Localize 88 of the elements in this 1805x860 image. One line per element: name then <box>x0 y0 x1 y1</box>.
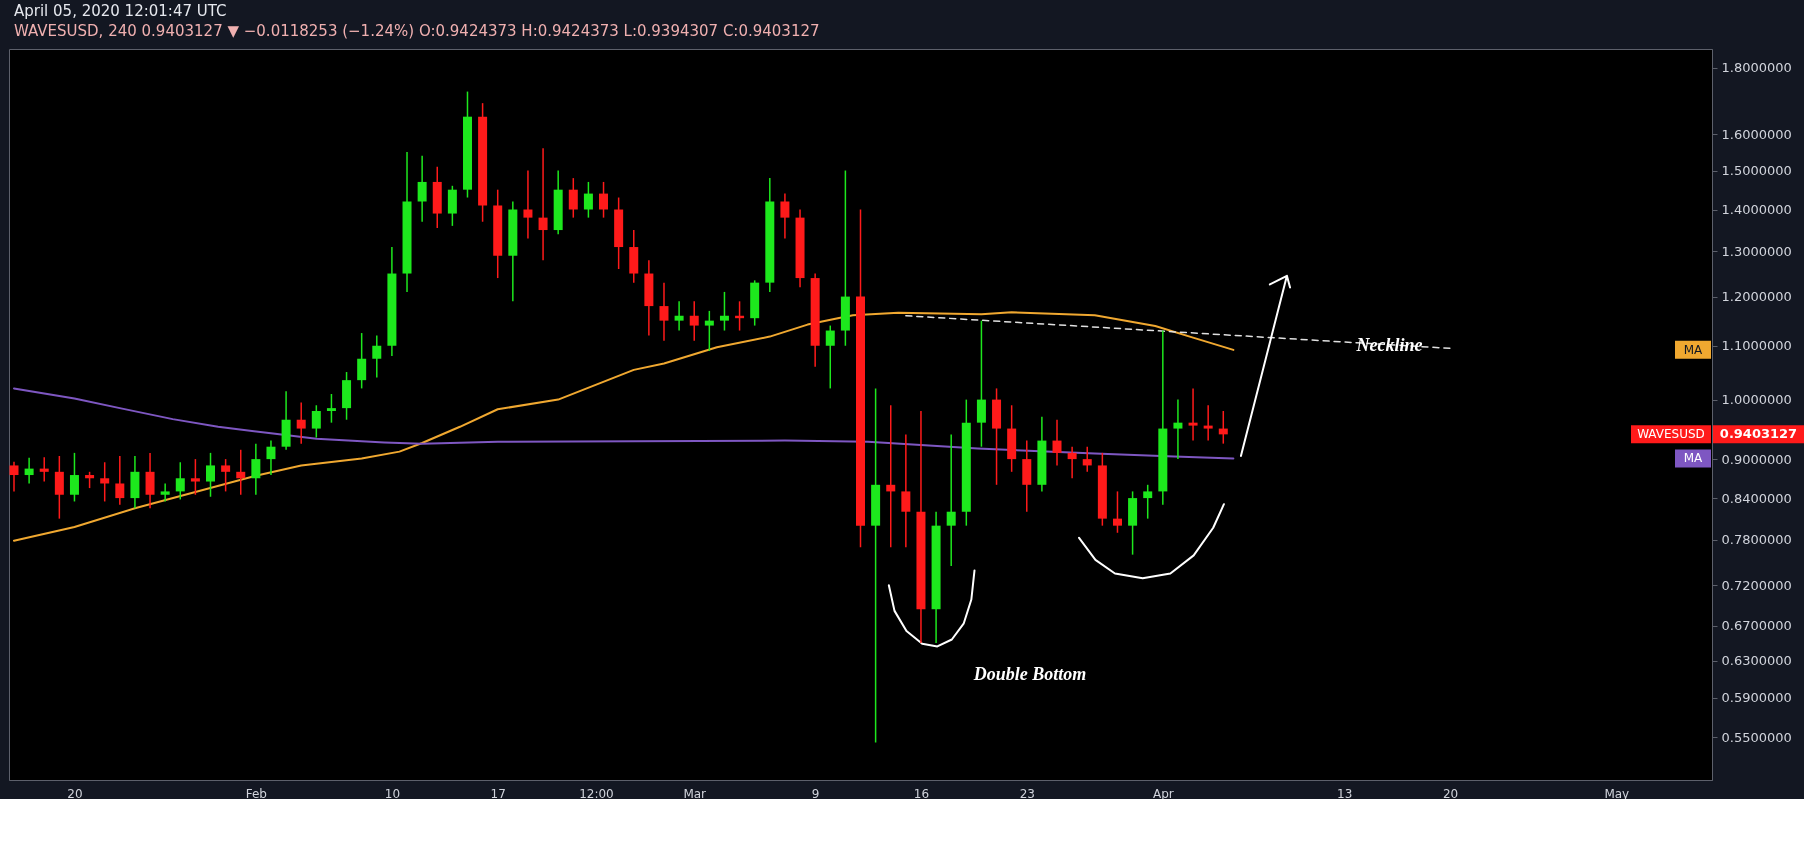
candlestick <box>583 181 593 219</box>
candlestick <box>115 455 125 506</box>
candlestick <box>871 387 881 744</box>
candlestick <box>1143 484 1153 520</box>
candlestick <box>568 177 578 219</box>
candlestick <box>825 324 835 390</box>
candlestick <box>1203 404 1213 442</box>
text: 0.9403127 <box>1719 426 1798 442</box>
candlestick <box>719 291 729 332</box>
y-tick-label: 0.8400000 <box>1721 490 1792 506</box>
chart-subtitle: WAVESUSD, 240 0.9403127 ▼ −0.0118253 (−1.24%) O:0.9424373 H:0.9424373 L:0.9394307 C:0.9403127 <box>14 22 820 40</box>
candlestick <box>39 456 49 483</box>
candlestick <box>704 310 714 352</box>
annotation: Double Bottom <box>972 664 1087 684</box>
y-tick-label: 0.5500000 <box>1721 729 1792 745</box>
x-tick-label: 23 <box>1019 786 1035 801</box>
x-tick-label: 20 <box>1442 786 1459 801</box>
x-tick-label: Mar <box>683 786 707 801</box>
x-tick-label: 9 <box>811 786 820 801</box>
candlestick <box>100 461 110 503</box>
y-tick-label: 0.7200000 <box>1721 577 1792 593</box>
candlestick <box>1052 418 1062 467</box>
candlestick <box>599 181 609 219</box>
y-tick-label: 0.5900000 <box>1721 690 1792 706</box>
y-tick-label: 1.5000000 <box>1721 163 1792 179</box>
y-tick-label: 0.6300000 <box>1721 653 1792 669</box>
candlestick <box>9 460 19 493</box>
x-tick-label: 12:00 <box>579 786 614 801</box>
y-tick-label: 1.3000000 <box>1721 243 1792 259</box>
candlestick <box>221 458 231 493</box>
x-tick-label: Feb <box>245 786 267 801</box>
candlestick <box>266 439 276 476</box>
candlestick <box>296 401 306 445</box>
candlestick <box>24 457 34 485</box>
candlestick <box>54 455 64 520</box>
y-tick-label: 1.1000000 <box>1721 338 1792 354</box>
candlestick <box>145 452 155 510</box>
candlestick <box>523 169 533 240</box>
candlestick <box>976 319 986 448</box>
chart-title: April 05, 2020 12:01:47 UTC <box>14 2 227 20</box>
candlestick <box>674 300 684 332</box>
candlestick <box>1188 387 1198 442</box>
line-series <box>887 569 976 648</box>
candlestick <box>236 449 246 496</box>
candlestick <box>689 300 699 342</box>
x-tick-label: 10 <box>384 786 401 801</box>
candlestick <box>1173 398 1183 460</box>
y-tick-label: 0.7800000 <box>1721 532 1792 548</box>
candlestick <box>1082 445 1092 473</box>
candlestick <box>780 192 790 240</box>
candlestick <box>901 433 911 548</box>
y-tick-label: 1.0000000 <box>1721 392 1792 408</box>
x-tick-label: 17 <box>490 786 506 801</box>
line-series <box>1078 503 1225 580</box>
text: MA <box>1683 451 1704 466</box>
line-series <box>13 387 1235 460</box>
candlestick <box>326 393 336 424</box>
candlestick <box>160 482 170 503</box>
candlestick <box>311 404 321 439</box>
candlestick <box>175 461 185 501</box>
text: WAVESUSD <box>1637 427 1705 442</box>
candlestick <box>886 404 896 548</box>
x-tick-label: 13 <box>1337 786 1353 801</box>
annotation: Neckline <box>1355 334 1423 355</box>
candlestick <box>206 452 216 498</box>
y-tick-label: 1.2000000 <box>1721 289 1792 305</box>
candlestick <box>946 433 956 567</box>
candlestick <box>1067 445 1077 480</box>
candlestick <box>190 458 200 496</box>
candlestick <box>357 332 367 390</box>
candlestick <box>1112 490 1122 534</box>
candlestick <box>659 281 669 342</box>
candlestick <box>372 334 382 379</box>
y-tick-label: 1.6000000 <box>1721 126 1792 142</box>
candlestick <box>447 185 457 227</box>
line-series <box>13 311 1235 542</box>
y-tick-label: 1.8000000 <box>1721 60 1792 76</box>
candlestick <box>538 147 548 261</box>
y-tick-label: 1.4000000 <box>1721 202 1792 217</box>
text: MA <box>1683 342 1704 357</box>
candlestick <box>69 452 79 503</box>
y-tick-label: 0.6700000 <box>1721 618 1792 634</box>
y-tick-label: 0.9000000 <box>1721 451 1792 467</box>
candlestick <box>251 442 261 496</box>
candlestick <box>417 154 427 223</box>
x-tick-label: 20 <box>67 786 83 801</box>
x-tick-label: 16 <box>913 786 930 801</box>
line-series <box>1239 274 1292 457</box>
